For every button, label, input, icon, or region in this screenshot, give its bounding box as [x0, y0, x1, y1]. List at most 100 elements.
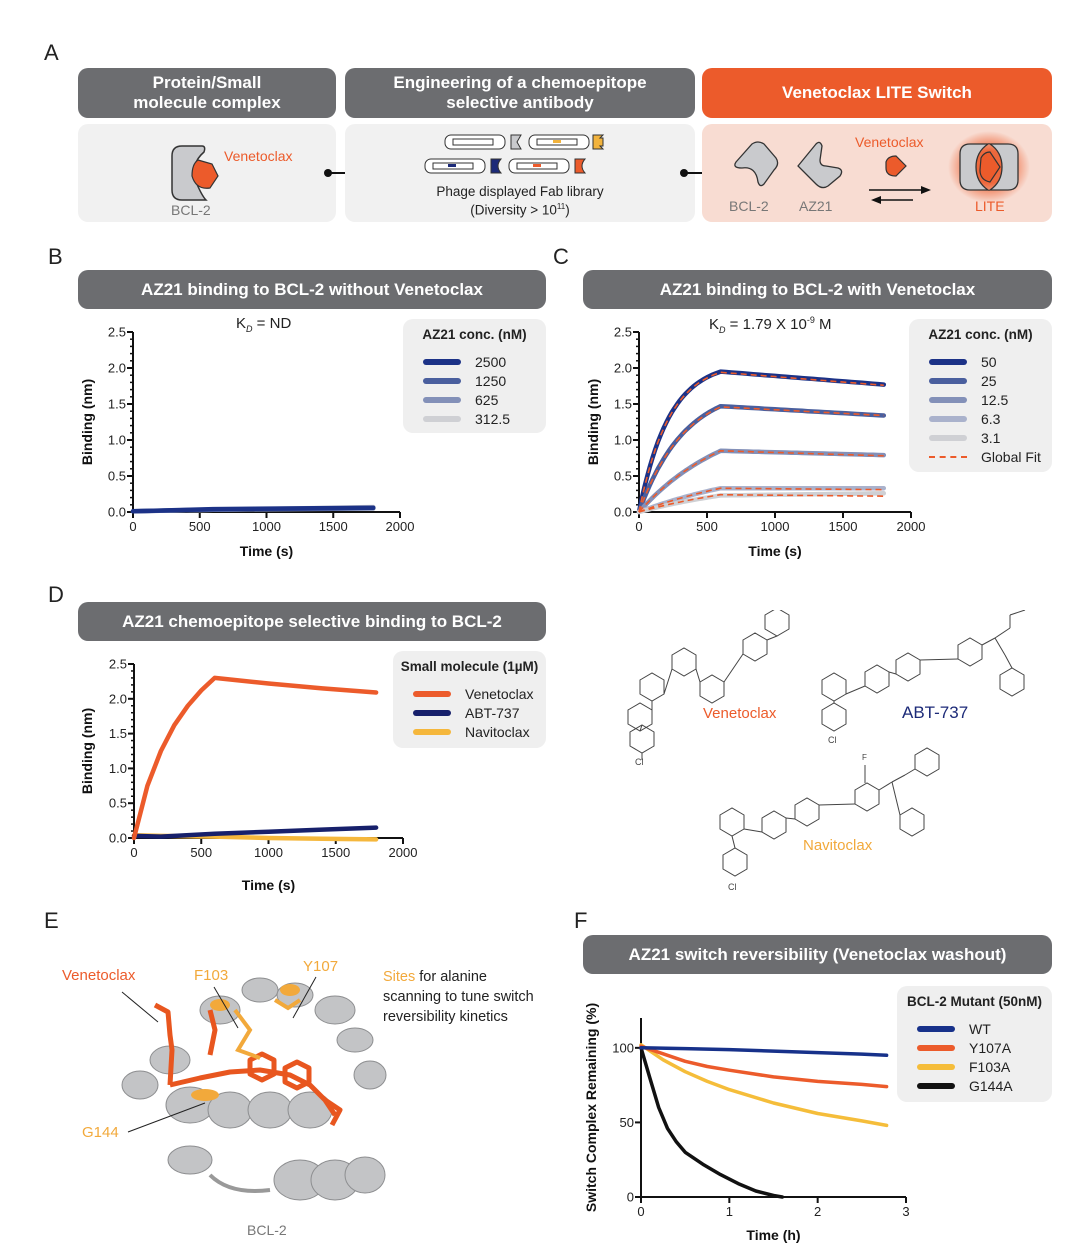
- legend-item: F103A: [917, 1057, 1052, 1076]
- y-tick-label: 2.5: [108, 325, 126, 340]
- legend-label: Venetoclax: [465, 685, 534, 702]
- legend-label: 2500: [475, 353, 507, 370]
- note-line1: for alanine: [415, 969, 487, 985]
- legend-title: BCL-2 Mutant (50nM): [907, 994, 1042, 1009]
- chart-b-header: AZ21 binding to BCL-2 without Venetoclax: [78, 270, 546, 309]
- chart-f-title: AZ21 switch reversibility (Venetoclax wa…: [628, 944, 1007, 964]
- chart-c-title: AZ21 binding to BCL-2 with Venetoclax: [659, 279, 976, 299]
- y-axis-label: Switch Complex Remaining (%): [583, 1003, 599, 1212]
- legend-label: G144A: [969, 1077, 1013, 1094]
- library-caption-line1: Phage displayed Fab library: [436, 184, 604, 199]
- step1-header: Protein/Small molecule complex: [78, 68, 336, 118]
- x-tick-label: 2000: [386, 519, 415, 534]
- x-tick-label: 3: [902, 1204, 909, 1219]
- az21-icon: [797, 141, 843, 189]
- equilibrium-arrows-icon: [869, 186, 931, 204]
- leader-f103: [213, 986, 239, 1029]
- legend-label: WT: [969, 1020, 991, 1037]
- y-tick-label: 2.0: [614, 361, 632, 376]
- legend-swatch: [929, 455, 967, 458]
- legend-item: 6.3: [929, 409, 1052, 428]
- x-tick-label: 500: [189, 519, 211, 534]
- series-line-Y107A: [639, 1044, 889, 1089]
- legend-label: Y107A: [969, 1039, 1012, 1056]
- x-axis-label: Time (s): [240, 543, 293, 559]
- step1-box: Venetoclax BCL-2: [78, 124, 336, 222]
- panel-letter-e: E: [44, 908, 59, 933]
- legend-item: Y107A: [917, 1038, 1052, 1057]
- legend-label: 6.3: [981, 410, 1001, 427]
- legend-swatch: [929, 396, 967, 403]
- legend-label: 3.1: [981, 429, 1001, 446]
- navitoclax-structure-label: Navitoclax: [803, 837, 873, 854]
- panel-letter-f: F: [574, 908, 588, 933]
- abt737-structure-icon: [821, 610, 1026, 732]
- legend-label: 12.5: [981, 391, 1009, 408]
- step2-title-line1: Engineering of a chemoepitope: [393, 73, 647, 93]
- legend-swatch: [929, 358, 967, 365]
- bcl2-protein-structure: [121, 977, 387, 1201]
- series-line-2500: [130, 505, 376, 514]
- chart-b-legend: AZ21 conc. (nM) 2500 1250 625 312.5: [403, 319, 546, 433]
- y-axis-label: Binding (nm): [79, 379, 95, 465]
- x-tick-label: 2000: [389, 845, 418, 860]
- legend-swatch: [929, 415, 967, 422]
- library-caption-line2: (Diversity > 1011): [345, 202, 695, 218]
- kd-k: K: [236, 315, 247, 332]
- panel-letter-b: B: [48, 244, 63, 269]
- y-tick-label: 0.0: [108, 505, 126, 520]
- step2-box: Phage displayed Fab library (Diversity >…: [345, 124, 695, 222]
- note-line3: reversibility kinetics: [383, 1009, 508, 1025]
- kd-sub: D: [246, 324, 253, 334]
- y-tick-label: 2.0: [108, 361, 126, 376]
- kd-unit: M: [814, 316, 832, 333]
- y-tick-label: 0.0: [614, 505, 632, 520]
- legend-title: AZ21 conc. (nM): [422, 327, 527, 342]
- f103-y107-side-chains-icon: [233, 998, 302, 1060]
- step3-az21-label: AZ21: [799, 198, 833, 214]
- e-venetoclax-label: Venetoclax: [62, 967, 136, 984]
- x-tick-label: 2000: [897, 519, 926, 534]
- x-tick-label: 1500: [829, 519, 858, 534]
- step2-title-line2: selective antibody: [446, 93, 594, 112]
- x-tick-label: 1000: [761, 519, 790, 534]
- global-fit-line: [638, 493, 884, 513]
- legend-item: 2500: [423, 352, 546, 371]
- legend-label: Global Fit: [981, 448, 1041, 465]
- leader-g144: [127, 1102, 206, 1133]
- legend-swatch: [413, 709, 451, 716]
- legend-label: 1250: [475, 372, 507, 389]
- site-label-f103: F103: [194, 967, 229, 984]
- site-highlights: [191, 984, 300, 1101]
- x-axis-label: Time (s): [242, 877, 295, 893]
- bcl2-icon: [734, 141, 779, 187]
- y-tick-label: 0: [627, 1190, 634, 1205]
- chemical-structures: Cl Venetoclax Cl ABT-737 F Cl Navitoclax: [627, 610, 1026, 892]
- navitoclax-structure-icon: [719, 747, 940, 877]
- leader-y107: [292, 976, 317, 1019]
- x-tick-label: 0: [129, 519, 136, 534]
- x-tick-label: 2: [814, 1204, 821, 1219]
- diversity-exponent: 11: [556, 202, 566, 211]
- global-fit-line: [638, 406, 884, 513]
- legend-swatch: [423, 396, 461, 403]
- x-axis-label: Time (h): [746, 1227, 800, 1243]
- series-line-G144A: [639, 1046, 785, 1199]
- legend-label: 625: [475, 391, 499, 408]
- leader-venetoclax: [121, 991, 159, 1023]
- chart-f-header: AZ21 switch reversibility (Venetoclax wa…: [583, 935, 1052, 974]
- x-tick-label: 0: [635, 519, 642, 534]
- y-tick-label: 1.5: [614, 397, 632, 412]
- venetoclax-structure-icon: [627, 610, 790, 760]
- legend-swatch: [413, 728, 451, 735]
- phage-library-icon: [424, 134, 605, 174]
- chart-e-leader-lines: [121, 976, 317, 1133]
- legend-item: ABT-737: [413, 703, 546, 722]
- legend-item: Global Fit: [929, 447, 1052, 466]
- chart-d-header: AZ21 chemoepitope selective binding to B…: [78, 602, 546, 641]
- global-fit-line: [638, 371, 884, 513]
- chart-c-header: AZ21 binding to BCL-2 with Venetoclax: [583, 270, 1052, 309]
- legend-title: AZ21 conc. (nM): [928, 327, 1033, 342]
